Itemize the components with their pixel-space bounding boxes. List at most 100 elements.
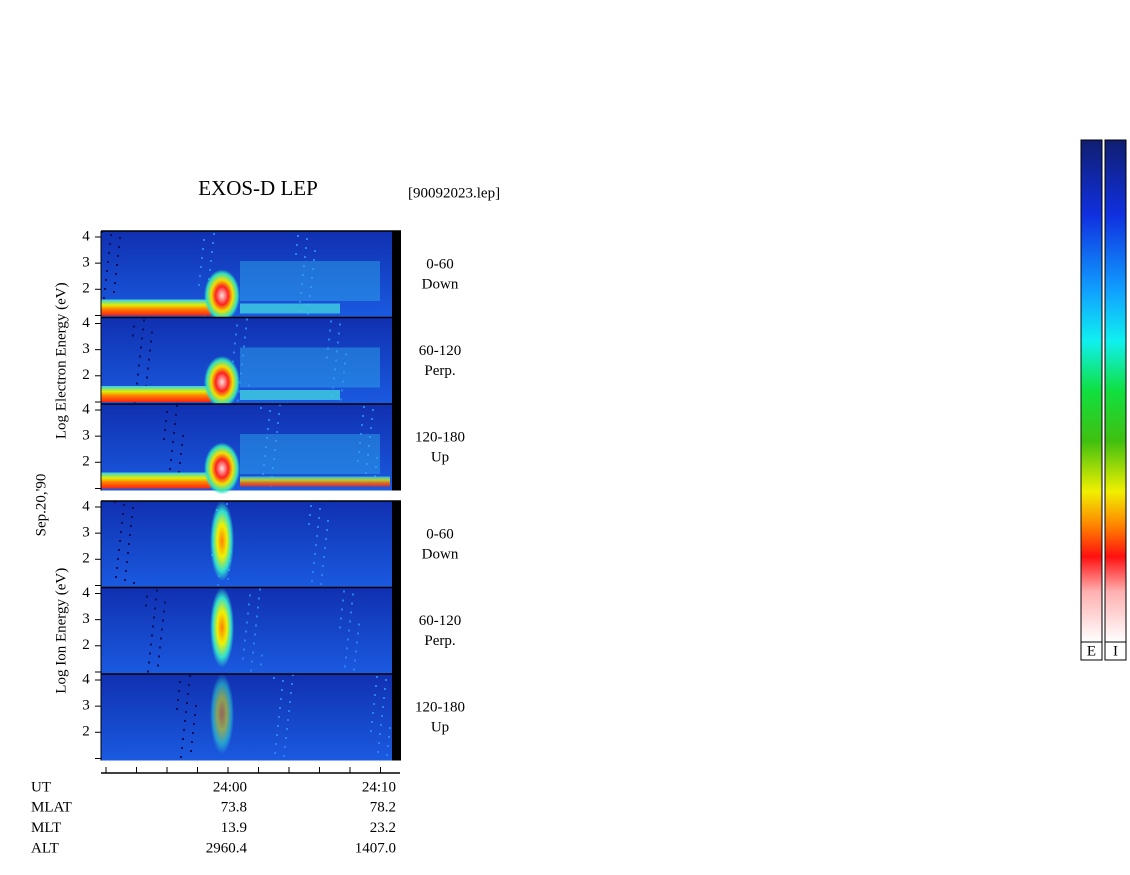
flux-band	[240, 303, 340, 314]
speckle	[389, 727, 391, 729]
speckle	[126, 561, 128, 563]
y-axis-label: Log Electron Energy (eV)	[53, 282, 69, 439]
speckle	[178, 471, 180, 473]
speckle	[146, 595, 148, 598]
speckle	[245, 630, 247, 633]
speckle	[347, 638, 349, 641]
speckle	[131, 516, 133, 518]
speckle	[281, 689, 283, 691]
speckle	[157, 664, 159, 667]
panel-label: 60-120	[419, 343, 462, 359]
speckle	[357, 460, 359, 462]
row-name: UT	[31, 779, 51, 795]
flux-burst	[210, 674, 234, 754]
speckle	[361, 424, 363, 426]
panel-sublabel: Perp.	[424, 633, 455, 649]
speckle	[169, 468, 171, 470]
speckle	[114, 501, 116, 503]
row-value: 78.2	[370, 800, 396, 816]
speckle	[259, 588, 261, 591]
speckle	[377, 751, 379, 753]
speckle	[305, 247, 307, 249]
speckle	[150, 340, 152, 343]
speckle	[310, 505, 312, 507]
speckle	[359, 442, 361, 444]
speckle	[139, 355, 141, 358]
flux-band	[101, 299, 211, 316]
speckle	[317, 526, 319, 528]
speckle	[252, 651, 254, 654]
date-label: Sep.20,'90	[33, 474, 49, 537]
speckle	[374, 694, 376, 696]
flux-burst	[210, 501, 234, 581]
speckle	[153, 616, 155, 619]
speckle	[300, 292, 302, 294]
speckle	[296, 244, 298, 246]
speckle	[265, 446, 267, 448]
speckle	[117, 558, 119, 560]
speckle	[260, 407, 262, 409]
speckle	[149, 652, 151, 655]
speckle	[178, 690, 180, 692]
speckle	[302, 274, 304, 276]
speckle	[148, 358, 150, 361]
speckle	[161, 628, 163, 631]
speckle	[315, 544, 317, 546]
speckle	[147, 670, 149, 673]
speckle	[353, 668, 355, 671]
flux-band	[101, 472, 211, 489]
flux-band	[240, 476, 390, 487]
speckle	[325, 538, 327, 540]
speckle	[213, 233, 215, 235]
speckle	[105, 279, 107, 281]
speckle	[278, 716, 280, 718]
speckle	[373, 703, 375, 705]
speckle	[165, 420, 167, 422]
speckle	[371, 721, 373, 723]
speckle	[375, 466, 377, 468]
row-name: MLAT	[31, 800, 72, 816]
speckle	[210, 260, 212, 262]
speckle	[278, 413, 280, 415]
speckle	[350, 611, 352, 614]
title: EXOS-D LEP	[198, 176, 318, 200]
speckle	[175, 414, 177, 416]
y-tick-label: 3	[82, 255, 90, 271]
speckle	[385, 679, 387, 681]
flux-band	[240, 390, 340, 400]
y-tick-label: 3	[82, 428, 90, 444]
speckle	[159, 646, 161, 649]
y-tick-label: 3	[82, 698, 90, 714]
speckle	[217, 584, 219, 586]
speckle	[340, 398, 342, 401]
speckle	[326, 529, 328, 531]
speckle	[115, 576, 117, 578]
speckle	[358, 623, 360, 626]
speckle	[140, 346, 142, 349]
speckle	[309, 514, 311, 516]
speckle	[321, 574, 323, 576]
speckle	[180, 453, 182, 455]
speckle	[248, 603, 250, 606]
speckle	[329, 329, 331, 332]
speckle	[264, 455, 266, 457]
speckle	[130, 525, 132, 527]
speckle	[188, 684, 190, 686]
speckle	[277, 422, 279, 424]
speckle	[133, 582, 135, 584]
speckle	[366, 463, 368, 465]
flux-burst	[210, 587, 234, 668]
speckle	[181, 747, 183, 749]
speckle	[345, 353, 347, 356]
speckle	[380, 724, 382, 726]
speckle	[171, 450, 173, 452]
speckle	[246, 621, 248, 624]
speckle	[349, 620, 351, 623]
speckle	[166, 411, 168, 413]
speckle	[243, 648, 245, 651]
speckle	[248, 384, 250, 387]
speckle	[387, 745, 389, 747]
speckle	[189, 675, 191, 677]
row-value: 24:10	[362, 779, 396, 795]
speckle	[176, 708, 178, 710]
